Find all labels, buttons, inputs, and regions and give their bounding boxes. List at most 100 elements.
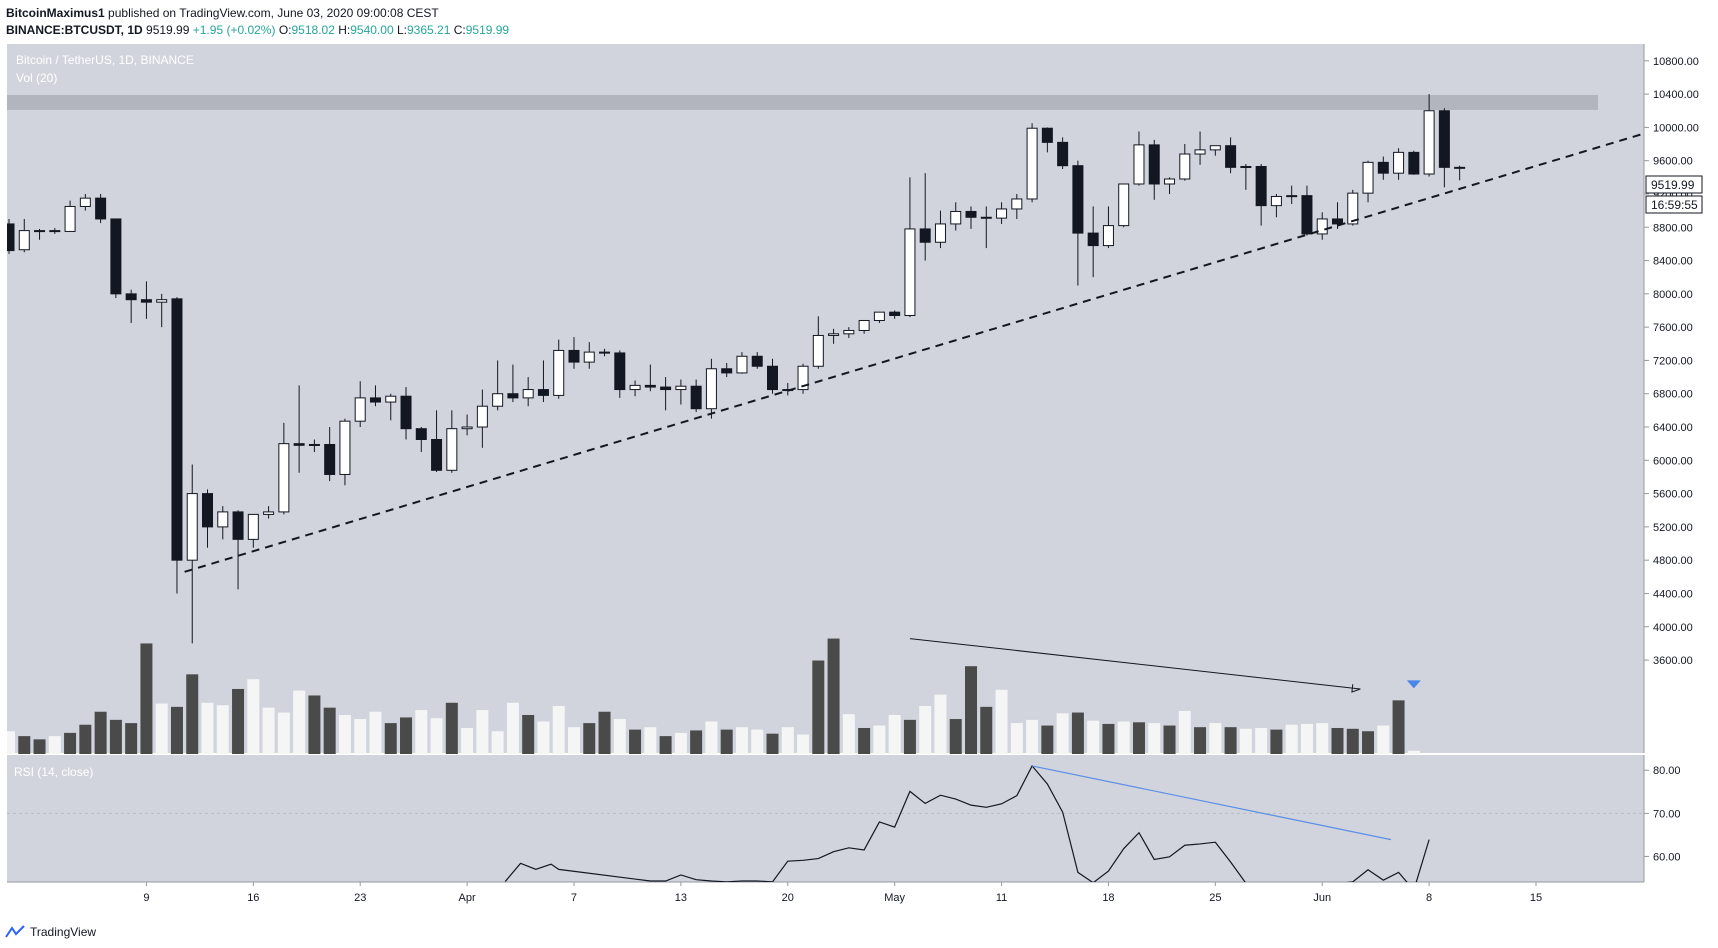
candle-body	[415, 428, 427, 440]
volume-bar	[1148, 723, 1161, 754]
candle	[873, 311, 885, 323]
candle-body	[507, 393, 519, 399]
volume-bar	[430, 718, 443, 754]
volume-bar	[79, 724, 92, 754]
candle	[415, 427, 427, 452]
time-tick-label: 23	[354, 892, 366, 904]
candle	[1225, 137, 1237, 174]
candle-body	[614, 352, 626, 391]
volume-bar	[522, 714, 535, 754]
candle	[1041, 127, 1053, 153]
candle-body	[934, 223, 946, 243]
rsi-tick-label: 60.00	[1653, 851, 1681, 863]
candle-body	[1286, 195, 1298, 198]
volume-bar	[1377, 725, 1390, 754]
candle-body	[1102, 225, 1114, 247]
candle	[507, 364, 519, 403]
candle-body	[1118, 183, 1130, 227]
candle	[1255, 164, 1267, 226]
last-price: 9519.99	[146, 23, 190, 37]
volume-bar	[583, 723, 596, 754]
volume-bar	[552, 706, 565, 754]
volume-bar	[1163, 725, 1176, 754]
candle-body	[705, 368, 717, 410]
candle	[767, 358, 778, 394]
volume-bar	[277, 712, 290, 754]
time-tick-label: 20	[782, 892, 794, 904]
candle	[553, 339, 565, 399]
author-name[interactable]: BitcoinMaximus1	[6, 6, 105, 20]
candle-body	[1423, 110, 1435, 175]
volume-bar	[140, 643, 153, 754]
volume-bar	[735, 727, 748, 754]
volume-bar	[919, 706, 932, 754]
candle-body	[125, 293, 137, 301]
candle-body	[812, 334, 824, 367]
candle	[369, 385, 381, 407]
rsi-tick-label: 70.00	[1653, 808, 1681, 820]
candle-body	[431, 438, 443, 471]
volume-bar	[766, 733, 779, 754]
volume-bar	[720, 729, 733, 754]
candle-body	[522, 389, 534, 399]
volume-bar	[1285, 724, 1298, 754]
pane-title: Bitcoin / TetherUS, 1D, BINANCE	[16, 53, 194, 67]
volume-bar	[690, 730, 703, 754]
volume-bar	[33, 739, 46, 754]
volume-label: Vol (20)	[16, 71, 57, 85]
price-tick-label: 7200.00	[1653, 355, 1693, 367]
candle-body	[843, 329, 855, 335]
time-tick-label: 7	[571, 892, 577, 904]
open-value: 9518.02	[291, 23, 335, 37]
candle-body	[1270, 195, 1282, 207]
price-tick-label: 5200.00	[1653, 522, 1693, 534]
tradingview-footer[interactable]: TradingView	[4, 925, 96, 939]
volume-bar	[827, 638, 840, 754]
candle	[202, 489, 214, 548]
candle-body	[889, 311, 901, 316]
volume-bar	[842, 714, 855, 754]
candle	[476, 389, 488, 448]
volume-bar	[64, 732, 77, 754]
candle-body	[980, 216, 992, 219]
candle	[934, 210, 946, 249]
candle	[797, 363, 809, 394]
candle	[1087, 206, 1099, 278]
candle-body	[400, 395, 412, 430]
candle	[828, 328, 840, 344]
candle	[721, 362, 733, 378]
volume-bar	[858, 727, 871, 754]
candle	[705, 358, 717, 419]
candle	[1331, 202, 1343, 229]
candle-body	[171, 298, 183, 561]
candle	[1408, 150, 1420, 175]
candle	[232, 510, 244, 590]
ascending-trendline	[184, 132, 1644, 573]
candle	[1164, 177, 1176, 194]
candle-body	[339, 420, 351, 475]
price-tick-label: 4400.00	[1653, 588, 1693, 600]
candle-body	[1240, 166, 1252, 169]
tradingview-brand: TradingView	[30, 925, 97, 939]
volume-bar	[155, 703, 168, 754]
candle	[95, 193, 107, 224]
candle-body	[1362, 161, 1374, 194]
candle-body	[797, 365, 809, 391]
candle-body	[721, 368, 733, 374]
candle-body	[1194, 149, 1206, 155]
candle-body	[644, 384, 656, 388]
last-price-badge-text: 9519.99	[1651, 178, 1695, 192]
candle	[629, 380, 641, 397]
candle-body	[308, 443, 320, 446]
volume-bar	[1239, 728, 1252, 754]
volume-bar	[1407, 750, 1420, 754]
candle-body	[140, 299, 152, 303]
candle-body	[354, 397, 366, 422]
volume-bar	[1316, 723, 1329, 754]
candle-body	[110, 218, 122, 295]
ohlc-line: BINANCE:BTCUSDT, 1D 9519.99 +1.95 (+0.02…	[6, 23, 509, 37]
volume-bar	[338, 714, 351, 754]
volume-bar	[384, 723, 397, 754]
volume-bar	[1270, 729, 1283, 754]
